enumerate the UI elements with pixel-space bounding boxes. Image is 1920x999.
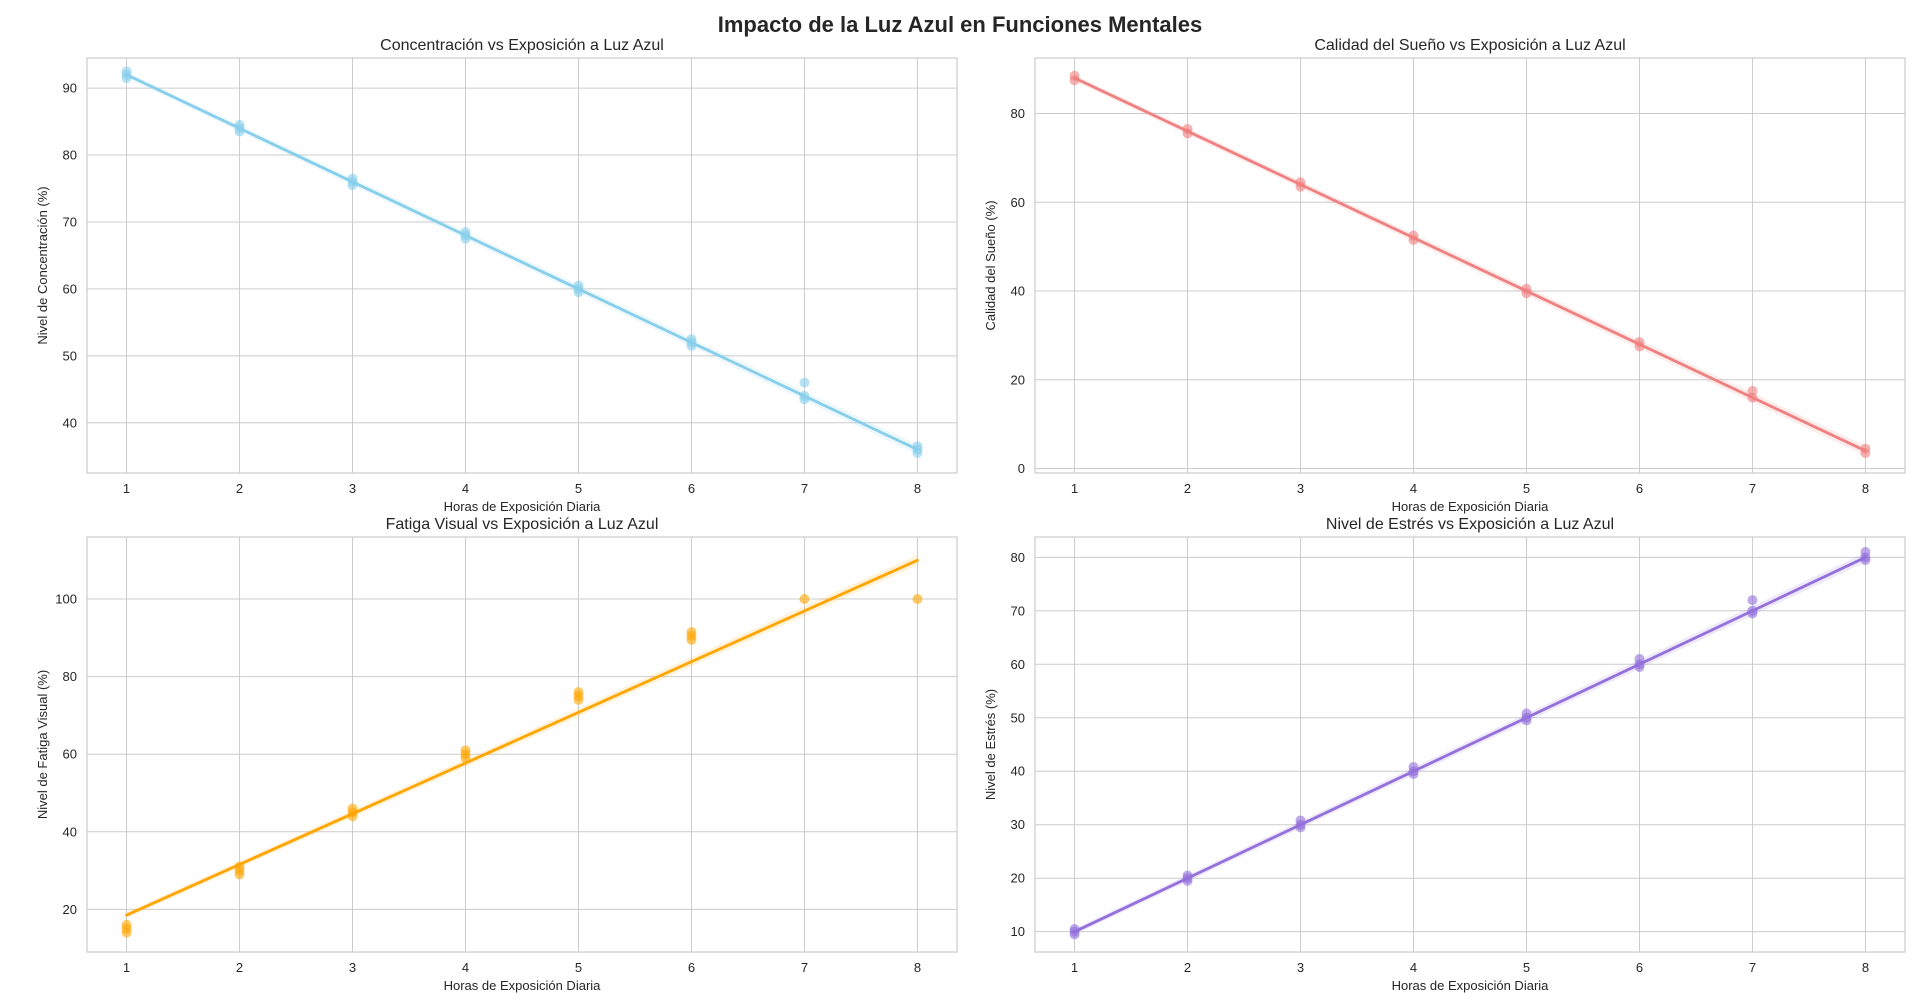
concentration-y-tick-label: 40: [63, 415, 77, 430]
visual-fatigue-y-tick-label: 100: [55, 592, 77, 607]
visual-fatigue-x-axis-label: Horas de Exposición Diaria: [444, 978, 602, 993]
stress-level-data-point: [1634, 653, 1645, 664]
concentration-data-point: [121, 66, 132, 77]
concentration-axes-frame: [86, 57, 958, 474]
stress-level-title: Nivel de Estrés vs Exposición a Luz Azul: [1326, 516, 1614, 533]
concentration-y-tick-label: 70: [63, 214, 77, 229]
stress-level-y-tick-label: 70: [1011, 603, 1025, 618]
sleep-quality-y-tick-label: 80: [1011, 106, 1025, 121]
concentration-regression-line: [125, 73, 919, 451]
visual-fatigue-x-tick-label: 1: [123, 960, 130, 975]
visual-fatigue-x-tick-label: 8: [914, 960, 921, 975]
stress-level-x-tick-label: 2: [1184, 960, 1191, 975]
concentration-x-tick-label: 1: [123, 481, 130, 496]
concentration-x-tick-label: 4: [462, 481, 469, 496]
concentration-title: Concentración vs Exposición a Luz Azul: [380, 37, 664, 54]
concentration-x-tick-label: 6: [688, 481, 695, 496]
visual-fatigue-y-tick-label: 20: [63, 902, 77, 917]
visual-fatigue-data-point: [799, 594, 810, 605]
stress-level-y-tick-label: 10: [1011, 924, 1025, 939]
visual-fatigue-title: Fatiga Visual vs Exposición a Luz Azul: [386, 516, 659, 533]
stress-level-x-tick-label: 6: [1636, 960, 1643, 975]
concentration-y-axis-label: Nivel de Concentración (%): [35, 186, 50, 344]
stress-level-y-tick-label: 40: [1011, 764, 1025, 779]
stress-level-regression-line: [1073, 555, 1867, 934]
visual-fatigue-data-point: [686, 627, 697, 638]
visual-fatigue-data-point: [912, 594, 923, 605]
stress-level-y-tick-label: 20: [1011, 871, 1025, 886]
sleep-quality-y-tick-label: 0: [1018, 461, 1025, 476]
stress-level-x-tick-label: 3: [1297, 960, 1304, 975]
sleep-quality-title: Calidad del Sueño vs Exposición a Luz Az…: [1314, 37, 1625, 54]
stress-level-x-tick-label: 1: [1071, 960, 1078, 975]
sleep-quality-x-tick-label: 8: [1862, 481, 1869, 496]
stress-level-y-tick-label: 50: [1011, 710, 1025, 725]
stress-level-x-tick-label: 8: [1862, 960, 1869, 975]
stress-level-y-tick-label: 80: [1011, 550, 1025, 565]
figure-title: Impacto de la Luz Azul en Funciones Ment…: [717, 12, 1203, 37]
sleep-quality-x-tick-label: 7: [1749, 481, 1756, 496]
visual-fatigue-data-point: [347, 803, 358, 814]
stress-level-x-tick-label: 7: [1749, 960, 1756, 975]
sleep-quality-regression-line: [1073, 76, 1867, 453]
concentration-data-point: [799, 377, 810, 388]
concentration-y-tick-label: 50: [63, 348, 77, 363]
sleep-quality-y-tick-label: 40: [1011, 284, 1025, 299]
concentration-plot-area: [87, 58, 957, 473]
visual-fatigue-data-point: [121, 919, 132, 930]
stress-level-y-tick-label: 60: [1011, 657, 1025, 672]
stress-level-x-tick-label: 5: [1523, 960, 1530, 975]
sleep-quality-y-tick-label: 20: [1011, 372, 1025, 387]
stress-level-x-tick-label: 4: [1410, 960, 1417, 975]
sleep-quality-y-axis-label: Calidad del Sueño (%): [983, 200, 998, 330]
visual-fatigue-axes-frame: [86, 536, 958, 953]
visual-fatigue-data-point: [460, 745, 471, 756]
sleep-quality-x-tick-label: 6: [1636, 481, 1643, 496]
visual-fatigue-x-tick-label: 5: [575, 960, 582, 975]
concentration-x-tick-label: 3: [349, 481, 356, 496]
visual-fatigue-x-tick-label: 2: [236, 960, 243, 975]
concentration-y-tick-label: 60: [63, 281, 77, 296]
concentration-x-axis-label: Horas de Exposición Diaria: [444, 499, 602, 514]
visual-fatigue-y-tick-label: 80: [63, 669, 77, 684]
concentration-x-tick-label: 5: [575, 481, 582, 496]
sleep-quality-data-point: [1747, 385, 1758, 396]
visual-fatigue-y-tick-label: 60: [63, 747, 77, 762]
visual-fatigue-x-tick-label: 6: [688, 960, 695, 975]
visual-fatigue-x-tick-label: 4: [462, 960, 469, 975]
stress-level-y-tick-label: 30: [1011, 817, 1025, 832]
concentration-x-tick-label: 2: [236, 481, 243, 496]
visual-fatigue-x-tick-label: 3: [349, 960, 356, 975]
stress-level-y-axis-label: Nivel de Estrés (%): [983, 689, 998, 800]
sleep-quality-x-axis-label: Horas de Exposición Diaria: [1392, 499, 1550, 514]
visual-fatigue-y-axis-label: Nivel de Fatiga Visual (%): [35, 670, 50, 819]
visual-fatigue-data-point: [573, 687, 584, 698]
stress-level-data-point: [1747, 595, 1758, 606]
stress-level-x-axis-label: Horas de Exposición Diaria: [1392, 978, 1550, 993]
sleep-quality-x-tick-label: 5: [1523, 481, 1530, 496]
stress-level-axes-frame: [1034, 536, 1906, 953]
stress-level-data-point: [1860, 546, 1871, 557]
sleep-quality-x-tick-label: 4: [1410, 481, 1417, 496]
sleep-quality-axes-frame: [1034, 57, 1906, 474]
concentration-y-tick-label: 80: [63, 148, 77, 163]
sleep-quality-x-tick-label: 3: [1297, 481, 1304, 496]
visual-fatigue-regression-line: [125, 558, 919, 917]
concentration-y-tick-label: 90: [63, 81, 77, 96]
concentration-x-tick-label: 7: [801, 481, 808, 496]
sleep-quality-y-tick-label: 60: [1011, 195, 1025, 210]
sleep-quality-x-tick-label: 1: [1071, 481, 1078, 496]
sleep-quality-x-tick-label: 2: [1184, 481, 1191, 496]
visual-fatigue-y-tick-label: 40: [63, 824, 77, 839]
concentration-x-tick-label: 8: [914, 481, 921, 496]
visual-fatigue-x-tick-label: 7: [801, 960, 808, 975]
